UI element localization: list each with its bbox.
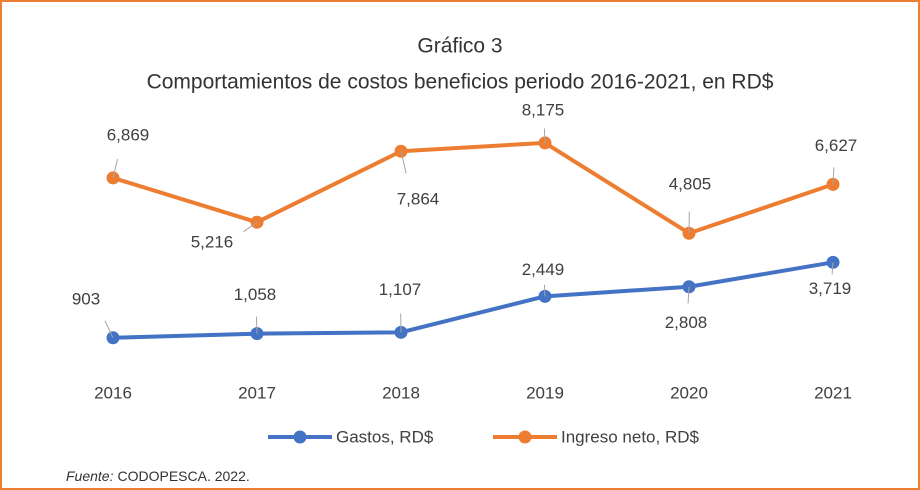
leader-line (832, 167, 835, 185)
series-line (112, 140, 834, 236)
legend-label: Gastos, RD$ (336, 427, 434, 446)
x-tick-label: 2018 (382, 383, 420, 402)
x-tick-label: 2020 (670, 383, 708, 402)
leader-line (255, 316, 258, 334)
chart-subtitle: Comportamientos de costos beneficios per… (147, 71, 774, 94)
data-label: 4,805 (669, 175, 712, 194)
leader-line (400, 151, 407, 174)
data-label: 1,058 (234, 285, 277, 304)
data-label: 5,216 (191, 233, 234, 252)
x-tick-label: 2017 (238, 383, 276, 402)
x-tick-label: 2021 (814, 383, 852, 402)
series-line (112, 260, 834, 340)
data-label: 903 (72, 289, 100, 308)
legend-marker (518, 430, 532, 444)
legend-marker (293, 430, 307, 444)
leader-line (543, 284, 546, 297)
legend-label: Ingreso neto, RD$ (561, 427, 700, 446)
leader-line (112, 158, 118, 179)
data-label: 6,869 (107, 125, 150, 144)
data-label: 1,107 (379, 280, 422, 299)
data-label: 2,449 (522, 260, 565, 279)
leader-line (543, 128, 546, 143)
leader-line (104, 320, 114, 339)
source-label: Fuente: (66, 468, 114, 484)
data-label: 7,864 (397, 190, 440, 209)
data-label: 2,808 (665, 313, 708, 332)
chart-title: Gráfico 3 (417, 35, 502, 58)
source-text: CODOPESCA. 2022. (117, 468, 249, 484)
x-tick-label: 2019 (526, 383, 564, 402)
data-label: 3,719 (809, 279, 852, 298)
source: Fuente: CODOPESCA. 2022. (66, 468, 250, 484)
data-label: 6,627 (815, 136, 858, 155)
leader-line (831, 262, 834, 275)
leader-line (687, 286, 690, 304)
leader-line (243, 221, 258, 233)
data-label: 8,175 (522, 100, 565, 119)
x-tick-label: 2016 (94, 383, 132, 402)
